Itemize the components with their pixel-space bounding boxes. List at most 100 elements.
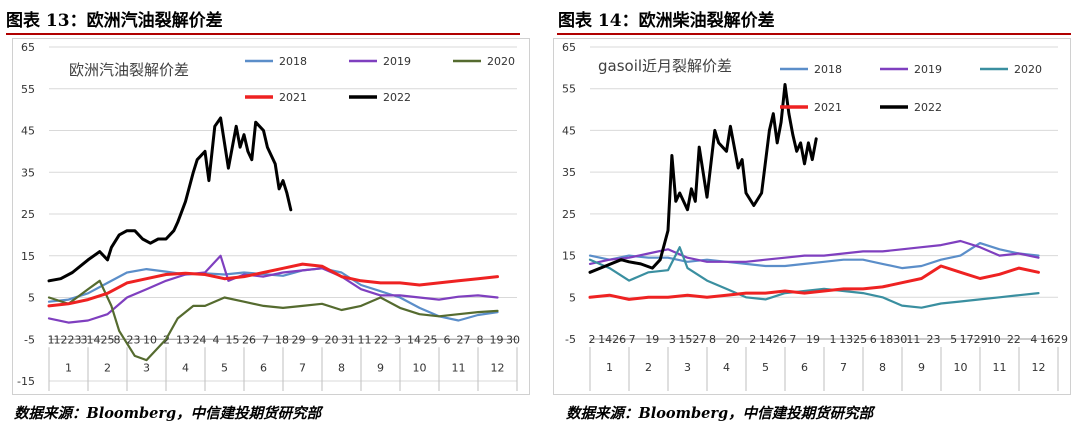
month-label: 7 [840,361,847,374]
day-tick-label: 29 [292,333,306,346]
day-tick-label: 24 [193,333,207,346]
month-label: 3 [143,361,150,374]
day-tick-label: 1527 [678,333,706,346]
y-tick-label: 35 [21,166,35,179]
month-label: 1 [606,361,613,374]
month-label: 3 [684,361,691,374]
y-tick-label: 65 [21,41,35,54]
legend-label-2022: 2022 [914,101,942,114]
source-note-right: 数据来源：Bloomberg，中信建投期货研究部 [566,405,874,422]
series-line-2018 [47,267,499,322]
day-tick-label: 1426 [598,333,626,346]
chart-panel-left: -15 -5 5 15 25 35 45 55 65 1 1223 3 1425 8 23 10 2 13 24 4 1… [12,38,530,395]
day-tick-label: 14 [407,333,421,346]
month-label: 9 [918,361,925,374]
y-tick-label: 5 [569,291,576,304]
month-label: 4 [182,361,189,374]
series-line-2020 [588,246,1040,309]
day-tick-label: 11 [358,333,372,346]
y-tick-label: 55 [562,83,576,96]
day-tick-label: 4 [1030,333,1037,346]
series-line-2022 [588,83,818,274]
month-label: 7 [299,361,306,374]
legend-label-2018: 2018 [279,55,307,68]
month-label: 6 [260,361,267,374]
day-tick-label: 8 [709,333,716,346]
day-tick-label: 1629 [1040,333,1068,346]
legend-label-2020: 2020 [487,55,515,68]
day-tick-label: 27 [457,333,471,346]
day-tick-label: 3 [669,333,676,346]
day-tick-label: 25 [424,333,438,346]
series-line-2021 [588,264,1040,301]
day-tick-label: 1830 [879,333,907,346]
month-label: 12 [1032,361,1046,374]
day-tick-label: 1425 [87,333,115,346]
y-tick-label: 35 [562,166,576,179]
y-tick-label: -5 [24,333,35,346]
day-tick-label: 4 [213,333,220,346]
month-label: 10 [954,361,968,374]
legend-label-2018: 2018 [814,63,842,76]
day-tick-label: 9 [312,333,319,346]
legend-label-2022: 2022 [383,91,411,104]
day-tick-label: 6 [870,333,877,346]
month-label: 5 [762,361,769,374]
day-tick-label: 31 [341,333,355,346]
day-tick-label: 19 [490,333,504,346]
day-tick-label: 22 [1007,333,1021,346]
day-tick-label: 11 [906,333,920,346]
chart-title: gasoil近月裂解价差 [598,57,732,75]
month-label: 4 [723,361,730,374]
series-line-2020 [47,279,499,362]
y-tick-label: -5 [565,333,576,346]
month-label: 11 [452,361,466,374]
month-label: 1 [65,361,72,374]
month-label: 5 [221,361,228,374]
y-tick-label: 25 [21,208,35,221]
day-tick-label: 2 [589,333,596,346]
day-tick-label: 5 [950,333,957,346]
legend-label-2019: 2019 [914,63,942,76]
y-tick-label: 5 [28,292,35,305]
y-tick-label: 25 [562,208,576,221]
series-line-2018 [588,242,1040,270]
month-label: 8 [338,361,345,374]
legend-label-2021: 2021 [814,101,842,114]
y-tick-label: 45 [562,124,576,137]
day-tick-label: 8 [477,333,484,346]
day-tick-label: 3 [394,333,401,346]
month-label: 12 [491,361,505,374]
day-tick-label: 10 [143,333,157,346]
month-label: 2 [645,361,652,374]
day-tick-label: 13 [176,333,190,346]
day-tick-label: 20 [726,333,740,346]
day-tick-label: 2 [749,333,756,346]
series-line-2022 [47,116,293,283]
day-tick-label: 1426 [759,333,787,346]
series-line-2021 [47,262,499,308]
day-tick-label: 22 [374,333,388,346]
day-tick-label: 10 [987,333,1001,346]
day-tick-label: 1729 [960,333,988,346]
day-tick-label: 26 [242,333,256,346]
day-tick-label: 23 [127,333,141,346]
series-line-2019 [47,254,499,324]
day-tick-label: 1 [48,333,55,346]
month-label: 9 [377,361,384,374]
day-tick-label: 19 [806,333,820,346]
title-rule-right [557,33,1071,35]
day-tick-label: 18 [275,333,289,346]
figure-title-right: 图表 14：欧洲柴油裂解价差 [558,11,775,31]
day-tick-label: 3 [81,333,88,346]
y-tick-label: 15 [21,250,35,263]
source-note-left: 数据来源：Bloomberg，中信建投期货研究部 [14,405,322,422]
day-tick-label: 19 [645,333,659,346]
day-tick-label: 7 [629,333,636,346]
chart-title: 欧洲汽油裂解价差 [69,61,189,79]
day-tick-label: 8 [114,333,121,346]
day-tick-label: 30 [506,333,520,346]
day-tick-label: 23 [926,333,940,346]
